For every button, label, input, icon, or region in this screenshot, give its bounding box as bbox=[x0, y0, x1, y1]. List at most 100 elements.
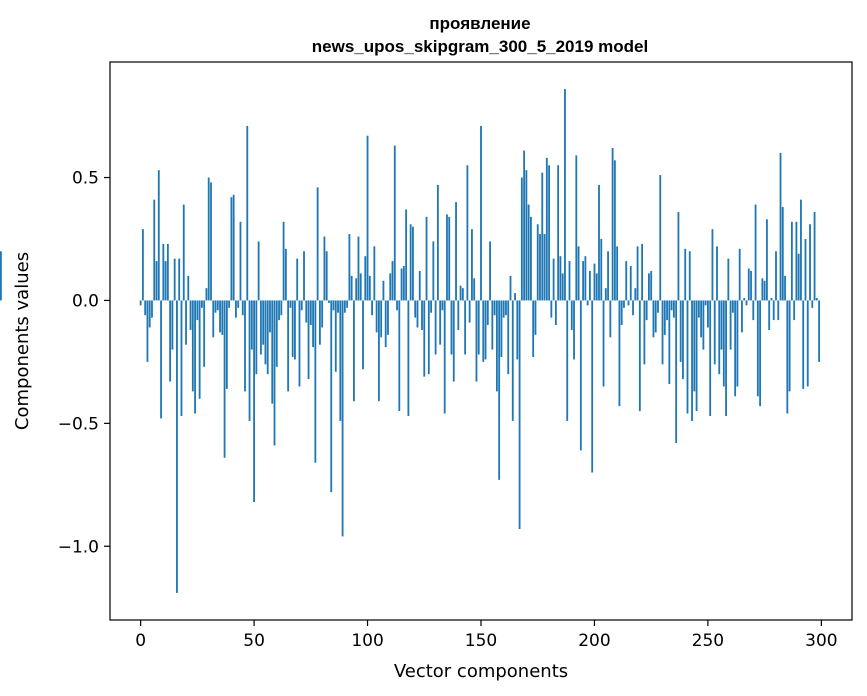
bar-component-295 bbox=[809, 224, 811, 301]
bar-component-170 bbox=[525, 170, 528, 301]
bar-component-196 bbox=[584, 256, 587, 301]
bar-component-181 bbox=[550, 300, 553, 318]
bar-component-299 bbox=[818, 300, 821, 362]
bar-component-114 bbox=[398, 300, 401, 412]
bar-component-129 bbox=[432, 241, 435, 301]
bar-component-239 bbox=[682, 300, 684, 380]
bar-component-135 bbox=[446, 214, 448, 301]
y-tick-label: 0.0 bbox=[72, 291, 99, 311]
bar-component-2 bbox=[144, 300, 147, 316]
bar-component-265 bbox=[741, 300, 743, 333]
bar-component-236 bbox=[675, 300, 678, 444]
bar-component-61 bbox=[278, 300, 280, 321]
bar-component-39 bbox=[228, 300, 231, 308]
bar-component-246 bbox=[697, 300, 700, 318]
bar-component-115 bbox=[400, 268, 403, 301]
bar-component-144 bbox=[466, 165, 469, 301]
bar-component-119 bbox=[409, 224, 412, 301]
bar-component-124 bbox=[421, 300, 423, 330]
bar-component-222 bbox=[643, 300, 646, 365]
bar-component-13 bbox=[169, 300, 172, 382]
bar-component-282 bbox=[779, 152, 782, 301]
bar-component-183 bbox=[554, 300, 557, 326]
bar-component-67 bbox=[291, 300, 294, 357]
bar-component-26 bbox=[198, 300, 201, 399]
bar-component-155 bbox=[491, 300, 494, 350]
bar-component-217 bbox=[632, 300, 634, 316]
bar-component-98 bbox=[362, 300, 364, 370]
bar-component-146 bbox=[471, 229, 473, 301]
bar-component-251 bbox=[709, 300, 712, 416]
bar-component-42 bbox=[235, 300, 237, 318]
bar-component-74 bbox=[307, 300, 310, 380]
bar-component-255 bbox=[718, 300, 721, 375]
bar-component-193 bbox=[577, 246, 580, 301]
bar-component-203 bbox=[600, 238, 603, 301]
bar-component-10 bbox=[162, 243, 165, 301]
bar-component-111 bbox=[391, 261, 394, 301]
bar-component-254 bbox=[716, 246, 718, 301]
bar-component-103 bbox=[373, 246, 376, 301]
bar-component-289 bbox=[795, 221, 798, 301]
bar-component-216 bbox=[629, 266, 632, 301]
bar-component-3 bbox=[146, 300, 149, 362]
bar-component-160 bbox=[502, 300, 505, 318]
bar-component-123 bbox=[418, 270, 421, 301]
bar-component-271 bbox=[754, 204, 757, 301]
bar-component-153 bbox=[486, 300, 489, 326]
bar-component-21 bbox=[187, 275, 190, 301]
bar-component-156 bbox=[493, 300, 496, 316]
bar-component-189 bbox=[568, 261, 571, 301]
bar-component-197 bbox=[586, 300, 589, 306]
bar-component-128 bbox=[430, 300, 432, 313]
bar-component-179 bbox=[545, 157, 548, 301]
bar-component-190 bbox=[570, 300, 573, 330]
bar-component-70 bbox=[298, 300, 301, 387]
bar-component-182 bbox=[552, 258, 555, 301]
bar-component-76 bbox=[312, 300, 314, 348]
bar-component-35 bbox=[219, 300, 221, 333]
plot-frame bbox=[109, 61, 853, 621]
bar-component-141 bbox=[459, 285, 462, 301]
bar-component-286 bbox=[788, 300, 791, 392]
bar-component-54 bbox=[262, 300, 265, 345]
bar-component-142 bbox=[461, 288, 464, 301]
bar-component-101 bbox=[368, 275, 371, 301]
bar-component-291 bbox=[800, 199, 802, 301]
bar-component-118 bbox=[407, 300, 410, 416]
bar-component-127 bbox=[427, 300, 430, 375]
bars-group bbox=[0, 89, 821, 593]
bar-component-80 bbox=[321, 300, 324, 328]
x-tick-label: 250 bbox=[692, 631, 724, 651]
bar-component-9 bbox=[160, 300, 162, 419]
bar-component-140 bbox=[457, 300, 460, 330]
bar-component-266 bbox=[743, 297, 746, 301]
bar-component-232 bbox=[666, 300, 668, 321]
bar-component-284 bbox=[784, 275, 786, 301]
bar-component-50 bbox=[253, 300, 255, 503]
bar-component-46 bbox=[244, 300, 246, 392]
bar-component-233 bbox=[668, 300, 671, 385]
bar-component-126 bbox=[425, 216, 428, 301]
bar-component-92 bbox=[348, 234, 351, 301]
x-tick-label: 300 bbox=[805, 631, 837, 651]
bar-component-89 bbox=[341, 300, 344, 537]
bar-component-241 bbox=[686, 300, 689, 414]
bar-component-207 bbox=[609, 300, 612, 338]
bar-component-290 bbox=[797, 253, 800, 301]
bar-component-226 bbox=[652, 300, 655, 338]
bar-component-158 bbox=[498, 300, 501, 480]
bar-component-173 bbox=[532, 300, 535, 357]
bar-component-147 bbox=[473, 278, 476, 301]
bar-component-262 bbox=[734, 300, 737, 397]
bar-component-68 bbox=[294, 300, 296, 360]
bar-component-7 bbox=[155, 261, 158, 301]
bar-component-25 bbox=[196, 300, 199, 321]
bar-component-240 bbox=[684, 248, 687, 301]
bar-component-113 bbox=[396, 300, 398, 311]
bar-component-45 bbox=[241, 300, 244, 316]
bar-component-120 bbox=[412, 226, 414, 301]
bar-component-59 bbox=[273, 300, 276, 446]
chart-title-line-1: проявление bbox=[429, 14, 530, 33]
